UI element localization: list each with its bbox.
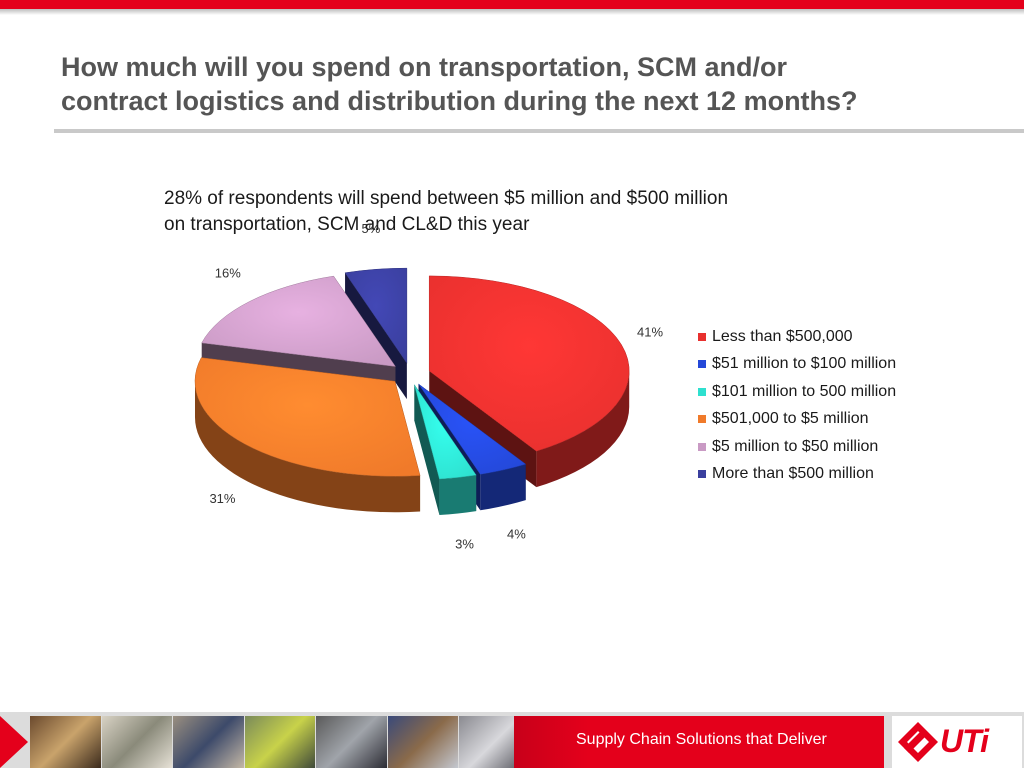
legend-item: $51 million to $100 million [698, 351, 896, 379]
pie-slice-top [428, 275, 630, 452]
legend-swatch-0 [698, 332, 706, 341]
footer-banner: Supply Chain Solutions that Deliver UTi [0, 708, 1024, 768]
subtitle-line-1: 28% of respondents will spend between $5… [164, 188, 729, 209]
slide-title: How much will you spend on transportatio… [61, 50, 961, 118]
worker-photo [316, 716, 387, 768]
pie-slice-edge [194, 381, 421, 513]
legend-label: Less than $500,000 [712, 327, 853, 345]
legend-swatch-3 [698, 415, 706, 424]
footer-photo-collage [30, 716, 531, 768]
pie-chart: 41% 4% 3% 31% 16% 5% [194, 221, 664, 552]
chart-subtitle: 28% of respondents will spend between $5… [164, 186, 844, 238]
pie-slice-top [194, 357, 421, 477]
pie-slice-edge [439, 475, 477, 515]
pie-data-label: 3% [455, 537, 474, 552]
worker-photo [173, 716, 244, 768]
legend-label: $101 million to 500 million [712, 382, 897, 400]
pie-slice-top [414, 384, 477, 480]
legend-swatch-2 [698, 387, 706, 396]
pie-slice [194, 357, 421, 513]
legend-item: $5 million to $50 million [698, 433, 896, 461]
pie-slice-top [418, 383, 527, 475]
pie-slice-top [344, 267, 408, 364]
footer-tagline: Supply Chain Solutions that Deliver [576, 731, 827, 748]
legend-swatch-5 [698, 470, 706, 479]
uti-logo-text: UTi [940, 723, 989, 759]
legend-swatch-1 [698, 360, 706, 369]
pie-data-label: 41% [637, 325, 663, 340]
uti-logo-mark-icon [898, 722, 938, 762]
top-accent-bar [0, 0, 1024, 9]
slide-title-line-1: How much will you spend on transportatio… [61, 52, 788, 82]
worker-photo [244, 716, 316, 768]
pie-slice-edge [536, 370, 630, 488]
legend-item: $501,000 to $5 million [698, 406, 896, 434]
pie-slice-edge [480, 464, 526, 511]
worker-photo [387, 716, 459, 768]
footer-red-wedge [0, 716, 28, 768]
legend-label: $51 million to $100 million [712, 355, 897, 373]
footer-tagline-panel [514, 716, 884, 768]
legend-item: $101 million to 500 million [698, 378, 896, 406]
legend-item: Less than $500,000 [698, 323, 896, 351]
pie-slice-wall [414, 384, 440, 515]
legend-item: More than $500 million [698, 461, 896, 489]
legend-swatch-4 [698, 442, 706, 451]
pie-data-label: 4% [507, 526, 526, 541]
top-bar-shadow [0, 9, 1024, 15]
slide-title-line-2: contract logistics and distribution duri… [61, 86, 858, 116]
pie-slice-top [201, 275, 396, 367]
pie-data-label: 31% [209, 491, 235, 506]
legend-label: $5 million to $50 million [712, 437, 879, 455]
worker-photo [101, 716, 173, 768]
uti-logo: UTi [892, 716, 1022, 768]
pie-data-label: 16% [215, 265, 241, 280]
legend-label: $501,000 to $5 million [712, 410, 869, 428]
subtitle-line-2: on transportation, SCM and CL&D this yea… [164, 214, 530, 235]
title-divider [54, 129, 1024, 133]
worker-photo [30, 716, 101, 768]
pie-slice [414, 384, 477, 515]
chart-legend: Less than $500,000 $51 million to $100 m… [698, 323, 896, 488]
pie-data-label: 5% [361, 221, 380, 236]
legend-label: More than $500 million [712, 465, 874, 483]
